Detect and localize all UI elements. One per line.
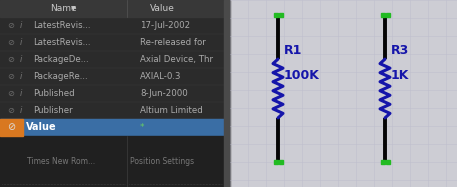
- Text: R3: R3: [391, 44, 409, 57]
- Text: PackageDe...: PackageDe...: [33, 55, 89, 64]
- Text: 100K: 100K: [284, 69, 320, 82]
- Text: 17-Jul-2002: 17-Jul-2002: [140, 21, 190, 30]
- Bar: [224, 0, 230, 187]
- Text: i: i: [20, 106, 22, 115]
- Text: Axial Device, Thr: Axial Device, Thr: [140, 55, 213, 64]
- Text: i: i: [20, 55, 22, 64]
- Text: Published: Published: [33, 89, 74, 98]
- Text: PackageRe...: PackageRe...: [33, 72, 88, 81]
- Bar: [381, 13, 384, 17]
- Bar: [279, 13, 282, 17]
- Bar: [0, 0, 224, 17]
- Bar: [386, 160, 389, 164]
- Text: ⊘: ⊘: [7, 72, 15, 81]
- Text: R1: R1: [284, 44, 303, 57]
- Text: Position Settings: Position Settings: [130, 157, 194, 166]
- Text: Value: Value: [149, 4, 175, 13]
- Text: Publisher: Publisher: [33, 106, 73, 115]
- Text: ⊘: ⊘: [7, 89, 15, 98]
- Text: *: *: [140, 123, 144, 132]
- Text: 8-Jun-2000: 8-Jun-2000: [140, 89, 188, 98]
- Bar: [381, 160, 384, 164]
- Text: Name: Name: [50, 4, 76, 13]
- Bar: [0, 119, 224, 136]
- Text: Re-released for: Re-released for: [140, 38, 206, 47]
- Text: i: i: [20, 21, 22, 30]
- Bar: [230, 0, 457, 187]
- Text: ⊘: ⊘: [7, 38, 15, 47]
- Text: Altium Limited: Altium Limited: [140, 106, 203, 115]
- Bar: [0, 0, 224, 187]
- Bar: [0, 136, 224, 187]
- Bar: [386, 13, 389, 17]
- Text: LatestRevis...: LatestRevis...: [33, 38, 90, 47]
- Text: Value: Value: [26, 122, 57, 133]
- Text: 1K: 1K: [391, 69, 409, 82]
- Text: i: i: [20, 72, 22, 81]
- Text: i: i: [20, 38, 22, 47]
- Text: AXIAL-0.3: AXIAL-0.3: [140, 72, 181, 81]
- Text: ⊘: ⊘: [7, 55, 15, 64]
- Text: LatestRevis...: LatestRevis...: [33, 21, 90, 30]
- Bar: [274, 13, 277, 17]
- Bar: [0, 119, 23, 136]
- Text: i: i: [20, 89, 22, 98]
- Bar: [274, 160, 277, 164]
- Text: ⊘: ⊘: [7, 106, 15, 115]
- Text: Times New Rom...: Times New Rom...: [27, 157, 95, 166]
- Bar: [279, 160, 282, 164]
- Text: ⊘: ⊘: [7, 21, 15, 30]
- Text: ⊘: ⊘: [7, 122, 16, 133]
- Text: ▼: ▼: [71, 6, 76, 11]
